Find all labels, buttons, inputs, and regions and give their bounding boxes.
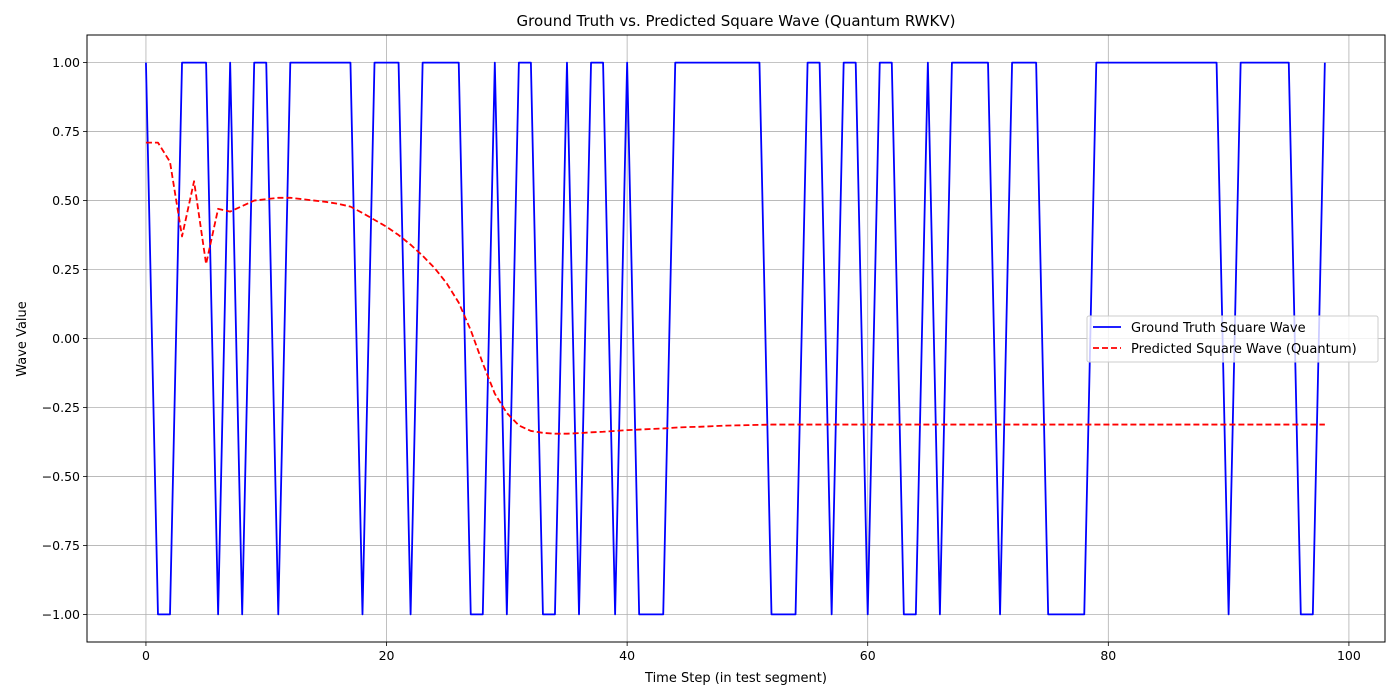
y-tick-label: 0.50 [52, 193, 80, 208]
x-tick-label: 20 [379, 648, 395, 663]
y-tick-label: −0.75 [42, 538, 80, 553]
legend-label-predicted: Predicted Square Wave (Quantum) [1131, 342, 1357, 357]
ground-truth-line [145, 61, 1326, 616]
axis-ticks: 0 20 40 60 80 100 1.00 0.75 0.50 0.25 0.00 −0.25 −0.… [42, 55, 1361, 663]
x-tick-label: 80 [1100, 648, 1116, 663]
y-tick-label: −0.25 [42, 400, 80, 415]
y-tick-label: 0.75 [52, 124, 80, 139]
legend: Ground Truth Square Wave Predicted Squar… [1086, 315, 1379, 363]
x-tick-label: 40 [619, 648, 635, 663]
x-tick-label: 60 [860, 648, 876, 663]
y-tick-label: 1.00 [52, 55, 80, 70]
legend-box [1086, 315, 1379, 363]
x-tick-label: 100 [1337, 648, 1361, 663]
y-tick-label: 0.25 [52, 262, 80, 277]
y-tick-label: −0.50 [42, 469, 80, 484]
series-lines [145, 61, 1326, 616]
x-tick-label: 0 [142, 648, 150, 663]
y-tick-label: 0.00 [52, 331, 80, 346]
y-axis-label: Wave Value [15, 301, 30, 377]
y-tick-label: −1.00 [42, 607, 80, 622]
x-axis-label: Time Step (in test segment) [644, 671, 827, 686]
legend-label-ground-truth: Ground Truth Square Wave [1131, 321, 1306, 336]
chart-title: Ground Truth vs. Predicted Square Wave (… [517, 12, 956, 30]
predicted-line [145, 141, 1325, 435]
